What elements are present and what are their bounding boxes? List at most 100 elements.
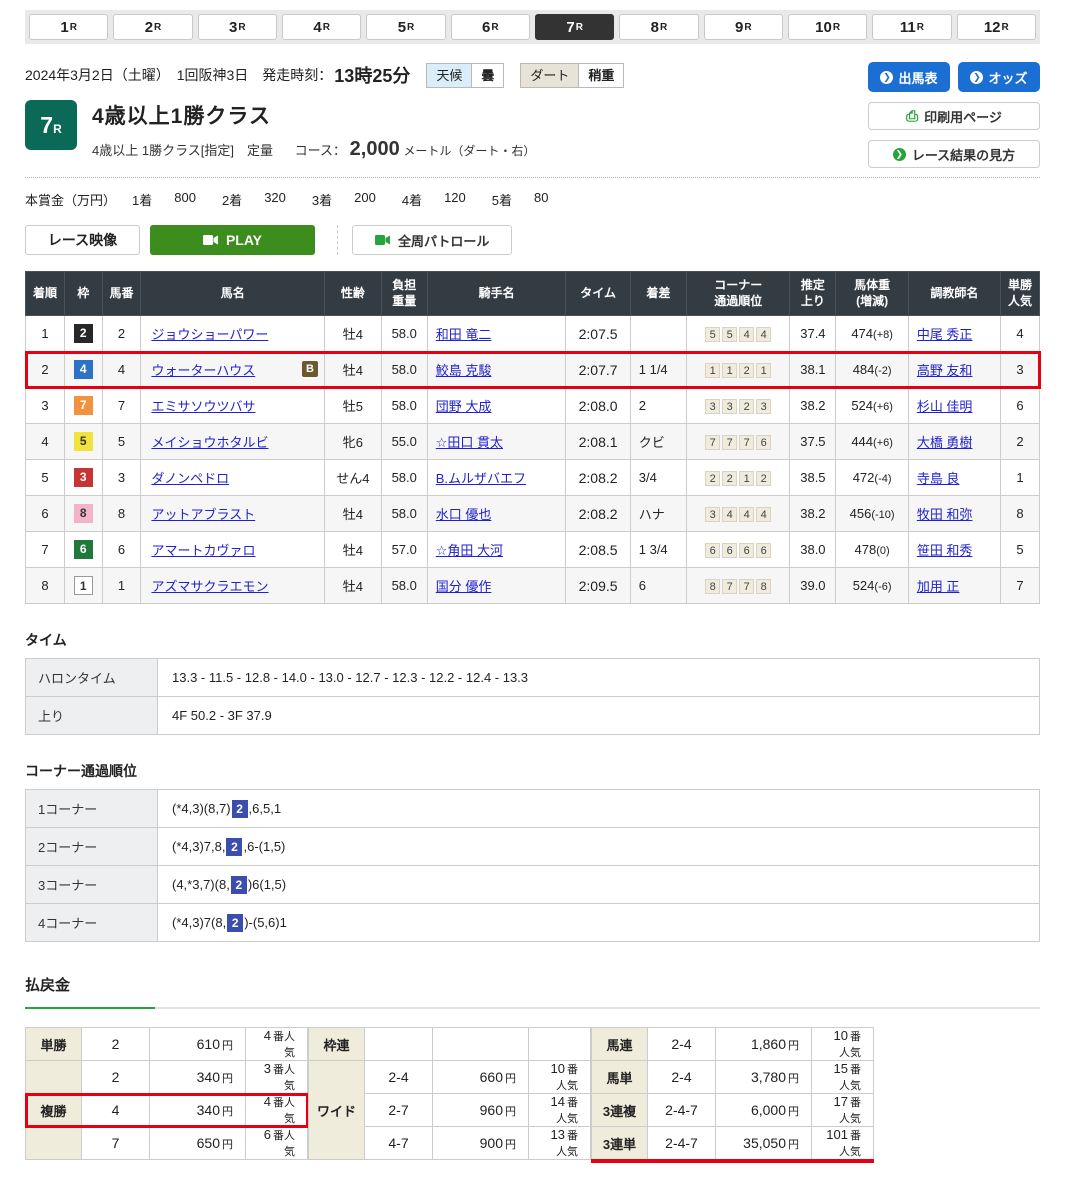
result-row-6: 6 8 8 アットアブラスト 牡4 58.0 水口 優也 2:08.2 ハナ 3 4 4 4 38.2 45… [25,495,1041,533]
race-number-suffix: R [53,121,62,136]
jockey-link[interactable]: 国分 優作 [435,579,492,595]
horse-name-link[interactable]: アズマサクラエモン [151,579,269,595]
corner-row: 1コーナー (*4,3)(8,7) 2,6,5,1 [25,789,1040,829]
trainer-link[interactable]: 高野 友和 [916,363,973,379]
frame-number-badge: 8 [73,504,93,524]
sex-age: 牡5 [324,387,382,425]
win-popularity: 8 [999,495,1041,533]
jockey-link[interactable]: B.ムルザバエフ [435,471,527,487]
payout-popularity: 6 番人気 [245,1126,308,1161]
trainer-link[interactable]: 中尾 秀正 [916,327,973,343]
race-class-text: 4歳以上 1勝クラス[指定] 定量 [92,143,274,158]
jockey-link[interactable]: 水口 優也 [435,507,492,523]
frame-number-badge: 7 [73,396,93,416]
finish-position: 8 [25,567,65,605]
results-header: コーナー 通過順位 [686,270,791,317]
corner-row: 3コーナー (4,*3,7)(8, 2)6(1,5) [25,865,1040,905]
payout-amount: 610 円 [149,1027,246,1062]
race-tab-12R[interactable]: 12 R [956,14,1036,40]
frame-number-badge: 1 [73,576,93,596]
prize-item: 4着 120 [401,190,466,208]
body-weight: 524(+6) [835,387,909,425]
race-meta-row: 2024年3月2日（土曜） 1回阪神3日 発走時刻： 13時25分 天候 曇 ダ… [25,62,1040,88]
payout-combination: 2-7 [364,1093,433,1128]
jockey-link[interactable]: 団野 大成 [435,399,492,415]
entry-table-button[interactable]: ❯ 出馬表 [868,62,950,92]
result-guide-button[interactable]: ❯ レース結果の見方 [868,140,1040,168]
start-time-value: 13時25分 [334,66,411,86]
horse-number: 2 [101,315,142,353]
horse-name-link[interactable]: エミサソウツバサ [151,399,256,415]
payout-table-1: 単勝 2 610 円 4 番人気 複勝 2 340 円 3 番人気 4 340 円 4 番人気 7 650 円 6 番人気 [24,1027,309,1161]
horse-name-link[interactable]: ウォーターハウス [151,363,256,379]
patrol-video-button[interactable]: 全周パトロール [352,225,513,255]
corner-section-title: コーナー通過順位 [25,763,137,780]
corner-row-label: 1コーナー [25,789,158,829]
prize-money-label: 本賞金（万円） [25,193,117,208]
arrow-circle-icon: ❯ [892,147,906,161]
estimated-last-3f: 38.1 [789,351,837,389]
horse-name-link[interactable]: アマートカヴァロ [151,543,256,559]
horse-name-link[interactable]: ジョウショーパワー [151,327,269,343]
race-tab-10R[interactable]: 10 R [787,14,868,40]
trainer-link[interactable]: 笹田 和秀 [916,543,973,559]
time-row: ハロンタイム 13.3 - 11.5 - 12.8 - 14.0 - 13.0 -… [25,658,1040,698]
frame-number-badge: 5 [73,432,93,452]
payout-popularity: 101 番人気 [811,1126,874,1164]
prize-money-row: 本賞金（万円） 1着 800 2着 320 3着 200 4着 120 5着 80 [25,190,1040,209]
body-weight: 472(-4) [835,459,909,497]
frame-number-badge: 2 [73,324,93,344]
jockey-link[interactable]: 和田 竜二 [435,327,492,343]
horse-number: 7 [101,387,142,425]
jockey-link[interactable]: ☆田口 貫太 [435,435,504,451]
results-header-row: 着順枠馬番 馬名 性齢 負担 重量 騎手名 タイム 着差 コーナー 通過順位 推定 上り 馬体重 (増減)… [25,270,1041,317]
divider [337,225,338,255]
side-actions: ❯ 出馬表 ❯ オッズ ⎙ 印刷用ページ ❯ レース結果の見方 [868,62,1040,168]
trainer-link[interactable]: 杉山 佳明 [916,399,973,415]
odds-button[interactable]: ❯ オッズ [958,62,1040,92]
results-header: 馬番 [101,270,142,317]
race-title: 4歳以上1勝クラス [92,105,271,128]
finish-position: 3 [25,387,65,425]
trainer-link[interactable]: 牧田 和弥 [916,507,973,523]
payout-type-label: ワイド [308,1060,365,1161]
horse-name-link[interactable]: アットアブラスト [151,507,256,523]
time-row-label: 上り [25,696,158,736]
race-tab-11R[interactable]: 11 R [872,14,952,40]
horse-number: 1 [101,567,142,605]
payout-type-label: 馬単 [591,1060,648,1095]
payout-amount: 340 円 [149,1060,246,1095]
horse-number: 4 [101,351,142,389]
jockey-link[interactable]: ☆角田 大河 [435,543,504,559]
jockey-link[interactable]: 鮫島 克駿 [435,363,492,379]
print-page-button[interactable]: ⎙ 印刷用ページ [868,102,1040,130]
play-button[interactable]: PLAY [150,225,315,255]
payout-table-3: 馬連 2-4 1,860 円 10 番人気 馬単 2-4 3,780 円 15 番人気 3連複 2-4-7… [591,1027,874,1164]
horse-name-link[interactable]: メイショウホタルビ [151,435,269,451]
body-weight: 444(+6) [835,423,909,461]
payout-row: 3連単 2-4-7 35,050 円 101 番人気 [591,1126,874,1164]
trainer-link[interactable]: 寺島 良 [916,471,960,487]
payout-type-label: 単勝 [25,1027,82,1062]
payout-popularity: 10 番人気 [811,1027,874,1062]
payout-combination: 4 [81,1093,150,1128]
print-page-label: 印刷用ページ [924,109,1002,125]
trainer-link[interactable]: 大橋 勇樹 [916,435,973,451]
time-row-value: 4F 50.2 - 3F 37.9 [157,696,1040,736]
prize-item: 1着 800 [132,190,196,208]
trainer-link[interactable]: 加用 正 [916,579,960,595]
result-row-8: 8 1 1 アズマサクラエモン 牡4 58.0 国分 優作 2:09.5 6 8 7 7 8 39.0 52… [25,567,1041,605]
corner-row-label: 4コーナー [25,903,158,943]
horse-name-link[interactable]: ダノンペドロ [151,471,230,487]
